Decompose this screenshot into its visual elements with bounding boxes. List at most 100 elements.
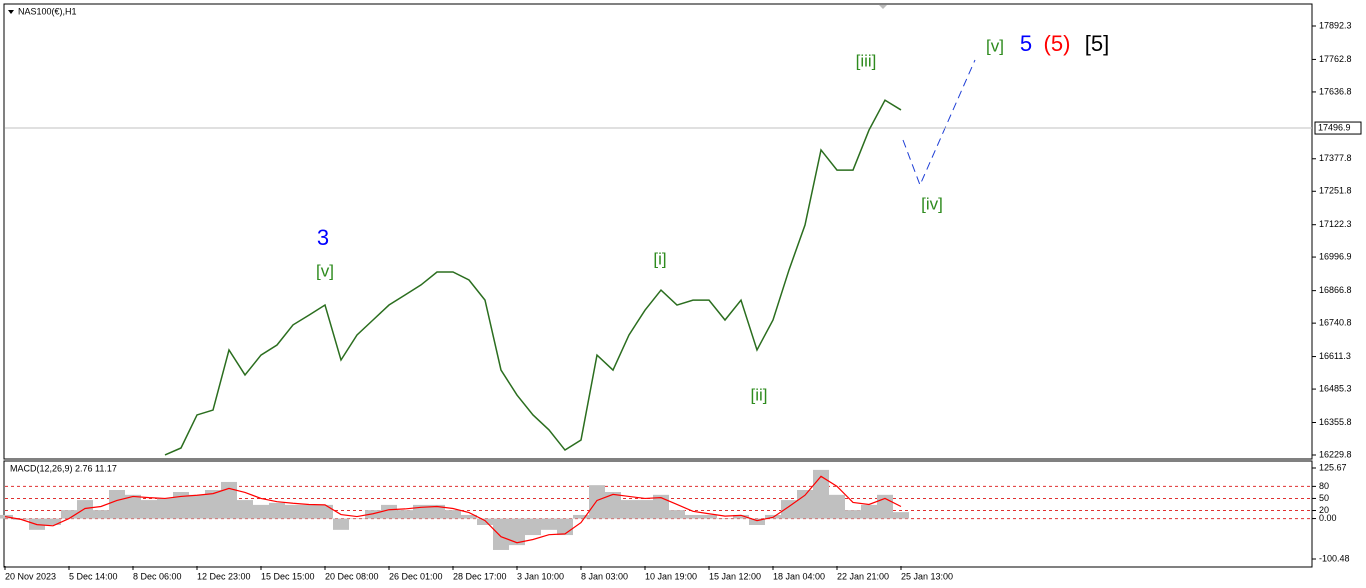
macd-bar — [845, 510, 861, 519]
macd-bar — [461, 514, 477, 519]
macd-bar — [333, 518, 349, 530]
x-tick-label: 8 Dec 06:00 — [133, 571, 182, 581]
x-tick-label: 5 Dec 14:00 — [69, 571, 118, 581]
y-tick-label: 50 — [1319, 493, 1329, 503]
macd-bar — [637, 500, 653, 519]
macd-bar — [477, 518, 493, 526]
x-tick-label: 28 Dec 17:00 — [453, 571, 507, 581]
y-tick-label: 16740.8 — [1319, 318, 1352, 328]
macd-bar — [93, 510, 109, 519]
wave-label: [ii] — [751, 385, 768, 404]
symbol-icon — [8, 10, 14, 14]
y-tick-label: -100.48 — [1319, 553, 1350, 563]
macd-bar — [701, 514, 717, 519]
macd-bar — [189, 494, 205, 519]
macd-bar — [109, 489, 125, 519]
macd-bar — [749, 518, 765, 526]
macd-bar — [253, 504, 269, 519]
wave-label: [v] — [316, 261, 334, 280]
macd-bar — [509, 518, 525, 546]
macd-bar — [141, 500, 157, 519]
macd-bar — [605, 492, 621, 519]
y-tick-label: 16355.8 — [1319, 417, 1352, 427]
macd-bar — [397, 510, 413, 519]
macd-bar — [685, 514, 701, 519]
macd-bar — [77, 500, 93, 519]
macd-bar — [429, 504, 445, 519]
y-tick-label: 20 — [1319, 505, 1329, 515]
x-tick-label: 22 Jan 21:00 — [837, 571, 889, 581]
y-tick-label: 16611.3 — [1319, 351, 1351, 361]
scroll-marker — [879, 5, 887, 9]
x-tick-label: 3 Jan 10:00 — [517, 571, 564, 581]
macd-bar — [653, 494, 669, 519]
y-tick-label: 16485.3 — [1319, 383, 1352, 393]
macd-bar — [541, 518, 557, 530]
macd-bar — [317, 504, 333, 519]
macd-bar — [285, 504, 301, 519]
macd-bar — [301, 504, 317, 519]
symbol-label: NAS100(€),H1 — [18, 6, 77, 16]
wave-label: 5 — [1020, 31, 1032, 56]
macd-bar — [781, 500, 797, 519]
x-tick-label: 10 Jan 19:00 — [645, 571, 697, 581]
macd-bar — [525, 518, 541, 536]
macd-bar — [269, 502, 285, 519]
y-tick-label: 125.67 — [1319, 462, 1347, 472]
macd-bar — [237, 500, 253, 519]
x-tick-label: 8 Jan 03:00 — [581, 571, 628, 581]
macd-bar — [221, 481, 237, 519]
macd-bar — [205, 489, 221, 519]
macd-bar — [493, 518, 509, 550]
y-tick-label: 17122.3 — [1319, 219, 1352, 229]
wave-label: [5] — [1085, 31, 1109, 56]
wave-label: [i] — [653, 249, 666, 268]
y-tick-label: 16996.9 — [1319, 251, 1352, 261]
wave-label: [iv] — [921, 194, 943, 213]
x-tick-label: 20 Dec 08:00 — [325, 571, 379, 581]
macd-bar — [173, 492, 189, 519]
macd-bar — [669, 510, 685, 519]
x-tick-label: 15 Dec 15:00 — [261, 571, 315, 581]
last-price-label: 17496.9 — [1318, 122, 1351, 132]
wave-label: [v] — [986, 36, 1004, 55]
macd-title: MACD(12,26,9) 2.76 11.17 — [10, 463, 117, 473]
macd-bar — [445, 510, 461, 519]
y-tick-label: 16866.8 — [1319, 285, 1352, 295]
macd-bar — [381, 504, 397, 519]
macd-bar — [813, 469, 829, 519]
x-tick-label: 20 Nov 2023 — [5, 571, 56, 581]
y-tick-label: 17251.8 — [1319, 186, 1352, 196]
x-tick-label: 25 Jan 13:00 — [901, 571, 953, 581]
y-tick-label: 17636.8 — [1319, 86, 1352, 96]
macd-bar — [157, 498, 173, 519]
y-tick-label: 17762.8 — [1319, 54, 1352, 64]
macd-bar — [61, 510, 77, 519]
macd-bar — [893, 512, 909, 519]
y-tick-label: 16229.8 — [1319, 449, 1352, 459]
signal-line — [4, 475, 902, 544]
wave-label: [iii] — [856, 51, 877, 70]
y-tick-label: 17377.8 — [1319, 153, 1352, 163]
y-tick-label: 0.00 — [1319, 513, 1337, 523]
x-tick-label: 15 Jan 12:00 — [709, 571, 761, 581]
wave-projection — [902, 59, 976, 187]
macd-bar — [797, 489, 813, 519]
y-tick-label: 17892.3 — [1319, 20, 1352, 30]
macd-bar — [557, 518, 573, 536]
price-line — [164, 99, 902, 456]
y-tick-label: 80 — [1319, 481, 1329, 491]
x-tick-label: 18 Jan 04:00 — [773, 571, 825, 581]
macd-bar — [621, 500, 637, 519]
macd-bar — [829, 494, 845, 519]
x-tick-label: 26 Dec 01:00 — [389, 571, 443, 581]
macd-bar — [45, 518, 61, 526]
price-panel — [3, 3, 1313, 460]
macd-bar — [861, 504, 877, 519]
last-price-box — [1314, 121, 1362, 135]
wave-label: (5) — [1044, 31, 1071, 56]
macd-bar — [589, 485, 605, 519]
macd-bar — [733, 514, 749, 519]
macd-bar — [573, 514, 589, 519]
